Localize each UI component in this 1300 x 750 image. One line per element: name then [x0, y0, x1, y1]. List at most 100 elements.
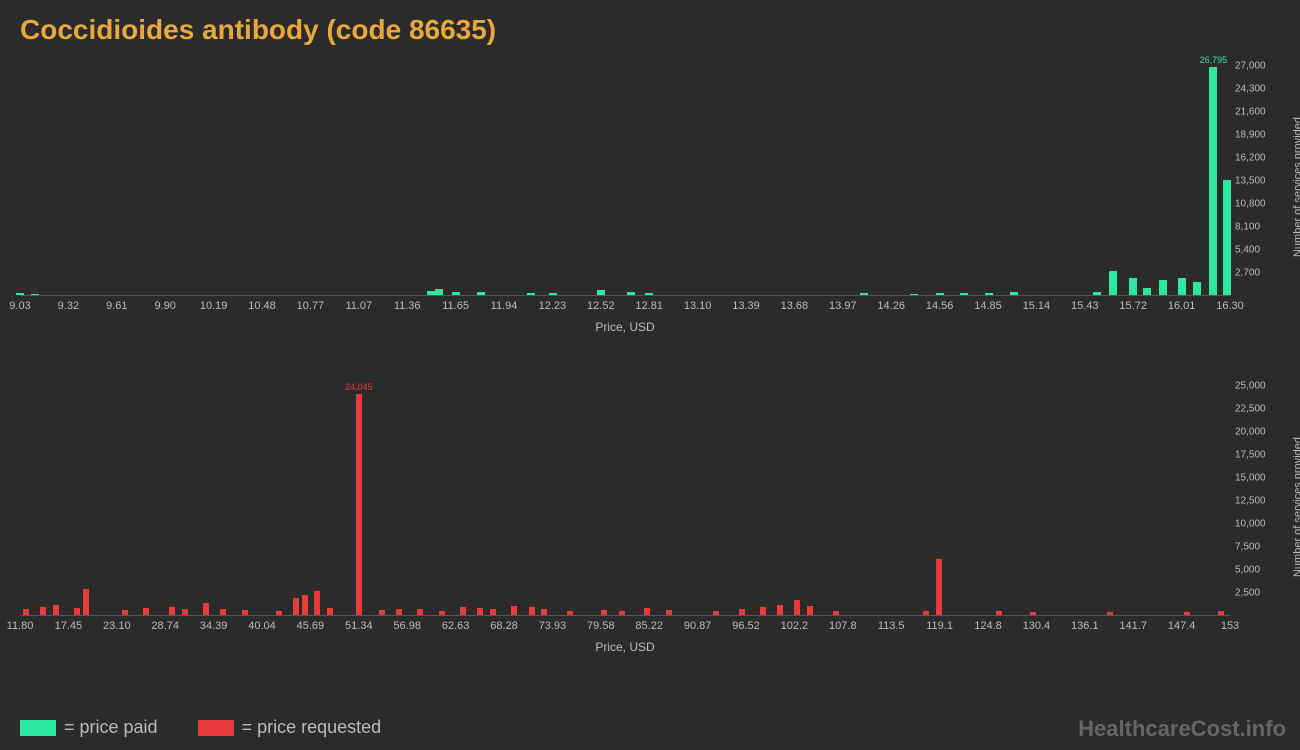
legend-item-requested: = price requested	[198, 717, 382, 738]
x-tick-label: 14.26	[877, 300, 905, 312]
histogram-bar	[985, 293, 993, 295]
x-tick-label: 73.93	[539, 620, 567, 632]
x-tick-label: 10.77	[297, 300, 325, 312]
histogram-bar	[923, 611, 929, 615]
histogram-bar	[53, 605, 59, 615]
histogram-bar	[511, 606, 517, 615]
histogram-bar	[936, 559, 942, 615]
x-tick-label: 15.72	[1119, 300, 1147, 312]
legend-item-paid: = price paid	[20, 717, 158, 738]
histogram-bar	[1010, 292, 1018, 295]
x-tick-label: 56.98	[393, 620, 421, 632]
histogram-bar	[182, 609, 188, 615]
histogram-bar	[1109, 271, 1117, 295]
legend-swatch-requested	[198, 720, 234, 736]
x-tick-label: 34.39	[200, 620, 228, 632]
x-tick-label: 153	[1221, 620, 1239, 632]
histogram-bar	[936, 293, 944, 295]
y-tick-label: 16,200	[1235, 153, 1266, 164]
histogram-bar	[1129, 278, 1137, 295]
y-tick-label: 10,000	[1235, 519, 1266, 530]
histogram-bar	[143, 608, 149, 615]
histogram-bar	[807, 606, 813, 615]
x-tick-label: 15.14	[1023, 300, 1051, 312]
histogram-bar	[601, 610, 607, 615]
x-tick-label: 119.1	[926, 620, 953, 632]
histogram-bar	[666, 610, 672, 615]
legend-swatch-paid	[20, 720, 56, 736]
x-tick-label: 13.10	[684, 300, 712, 312]
y-tick-label: 21,600	[1235, 107, 1266, 118]
histogram-bar	[1184, 612, 1190, 615]
price-paid-chart: 2,7005,4008,10010,80013,50016,20018,9002…	[20, 66, 1230, 336]
histogram-bar	[220, 609, 226, 615]
bar-value-label: 24,045	[345, 382, 373, 392]
x-tick-label: 147.4	[1168, 620, 1196, 632]
histogram-bar	[713, 611, 719, 615]
y-tick-label: 2,500	[1235, 588, 1260, 599]
histogram-bar	[435, 289, 443, 295]
watermark: HealthcareCost.info	[1078, 716, 1286, 742]
y-tick-label: 27,000	[1235, 61, 1266, 72]
histogram-bar	[122, 610, 128, 615]
x-tick-label: 10.19	[200, 300, 228, 312]
histogram-bar	[910, 294, 918, 295]
x-tick-label: 102.2	[781, 620, 809, 632]
histogram-bar	[169, 607, 175, 615]
histogram-bar	[529, 607, 535, 615]
x-tick-label: 124.8	[974, 620, 1002, 632]
y-axis-label: Number of services provided	[1292, 437, 1300, 577]
x-tick-label: 11.65	[442, 300, 469, 312]
histogram-bar	[1159, 280, 1167, 295]
histogram-bar	[31, 294, 39, 295]
price-requested-chart: 2,5005,0007,50010,00012,50015,00017,5002…	[20, 386, 1230, 656]
x-tick-label: 90.87	[684, 620, 712, 632]
histogram-bar	[1030, 612, 1036, 615]
histogram-bar	[356, 394, 362, 615]
x-tick-label: 12.23	[539, 300, 567, 312]
x-tick-label: 15.43	[1071, 300, 1099, 312]
histogram-bar	[644, 608, 650, 615]
x-tick-label: 113.5	[878, 620, 905, 632]
histogram-bar	[293, 598, 299, 615]
x-tick-label: 107.8	[829, 620, 857, 632]
histogram-bar	[619, 611, 625, 615]
y-tick-label: 20,000	[1235, 427, 1266, 438]
x-tick-label: 11.80	[7, 620, 34, 632]
histogram-bar	[1193, 282, 1201, 295]
histogram-bar	[1178, 278, 1186, 295]
x-tick-label: 141.7	[1119, 620, 1147, 632]
legend-label: = price requested	[242, 717, 382, 738]
histogram-bar	[74, 608, 80, 615]
x-tick-label: 12.52	[587, 300, 615, 312]
histogram-bar	[417, 609, 423, 615]
histogram-bar	[1143, 288, 1151, 295]
x-tick-label: 13.97	[829, 300, 857, 312]
histogram-bar	[541, 609, 547, 615]
x-tick-label: 16.30	[1216, 300, 1244, 312]
histogram-bar	[452, 292, 460, 295]
legend: = price paid = price requested	[20, 717, 381, 738]
y-tick-label: 2,700	[1235, 268, 1260, 279]
histogram-bar	[16, 293, 24, 295]
x-tick-label: 136.1	[1071, 620, 1099, 632]
x-tick-label: 12.81	[635, 300, 663, 312]
x-tick-label: 11.36	[394, 300, 421, 312]
x-tick-label: 68.28	[490, 620, 518, 632]
x-axis-label: Price, USD	[20, 640, 1230, 654]
y-tick-label: 15,000	[1235, 473, 1266, 484]
y-tick-label: 5,400	[1235, 245, 1260, 256]
x-tick-label: 28.74	[151, 620, 179, 632]
histogram-bar	[302, 595, 308, 615]
x-tick-label: 9.03	[9, 300, 30, 312]
histogram-bar	[860, 293, 868, 295]
histogram-bar	[1209, 67, 1217, 295]
histogram-bar	[996, 611, 1002, 615]
histogram-bar	[1093, 292, 1101, 295]
x-tick-label: 13.68	[781, 300, 809, 312]
histogram-bar	[83, 589, 89, 615]
x-tick-label: 9.90	[154, 300, 175, 312]
histogram-bar	[627, 292, 635, 295]
x-tick-label: 79.58	[587, 620, 615, 632]
histogram-bar	[833, 611, 839, 615]
